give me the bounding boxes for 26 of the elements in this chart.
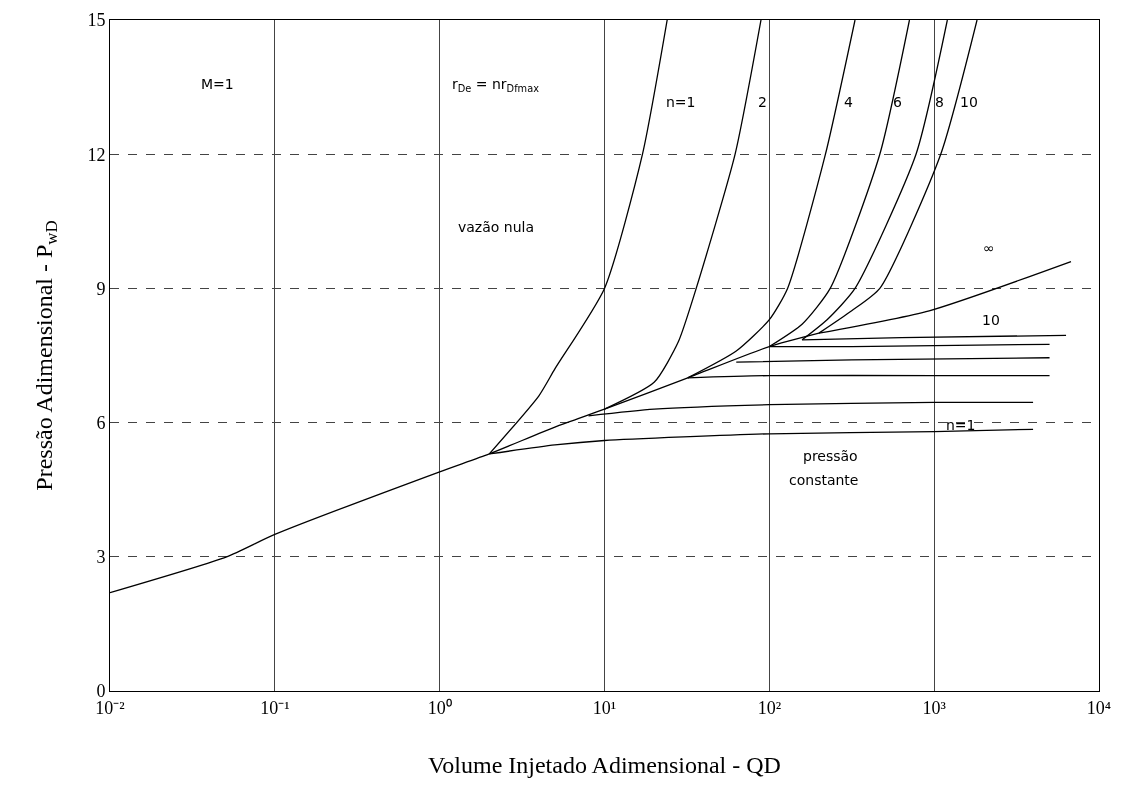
annotation: r$_{De}$ = nr$_{Dfmax}$ <box>452 76 540 94</box>
annotation: M=1 <box>201 76 234 92</box>
y-tick-label: 15 <box>87 10 106 31</box>
annotation: 10 <box>982 312 1000 328</box>
annotation: pressão <box>803 448 858 464</box>
y-tick-label: 6 <box>96 412 106 433</box>
annotation: ∞ <box>983 240 995 256</box>
x-tick-label: 10³ <box>922 697 947 718</box>
annotation: 6 <box>893 94 902 110</box>
x-tick-label: 10⁰ <box>427 697 452 718</box>
annotation: 2 <box>758 94 767 110</box>
x-tick-label: 10⁻¹ <box>260 697 290 718</box>
annotation: constante <box>789 472 859 488</box>
annotation: vazão nula <box>458 219 535 235</box>
x-tick-label: 10⁴ <box>1086 697 1112 718</box>
annotation: 10 <box>960 94 978 110</box>
annotation: 4 <box>844 94 853 110</box>
annotation: n=1 <box>946 417 976 433</box>
x-tick-label: 10¹ <box>592 697 617 718</box>
y-tick-label: 12 <box>87 144 106 165</box>
annotation: 8 <box>935 94 944 110</box>
annotation: n=1 <box>666 94 696 110</box>
y-tick-label: 3 <box>96 547 106 568</box>
x-tick-label: 10² <box>757 697 782 718</box>
y-tick-label: 9 <box>96 278 106 299</box>
x-axis-title: Volume Injetado Adimensional - QD <box>428 752 781 778</box>
